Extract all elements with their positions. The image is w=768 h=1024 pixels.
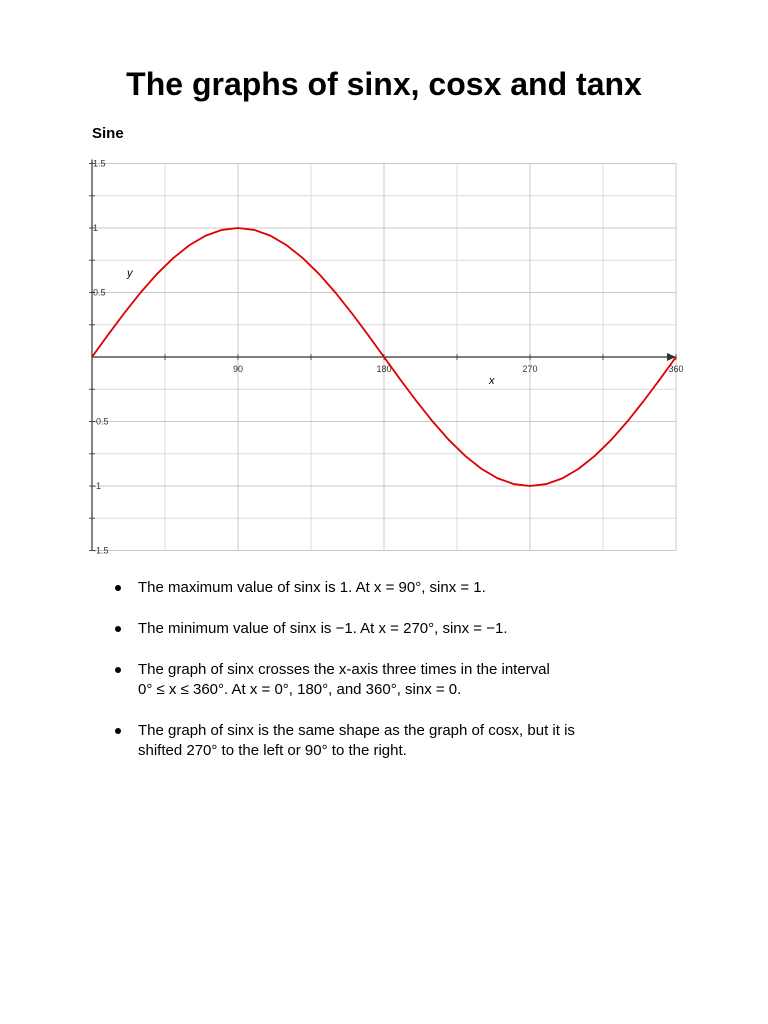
bullet-item: The graph of sinx crosses the x-axis thr…	[0, 660, 768, 700]
x-tick-label: 90	[233, 364, 243, 374]
bullet-item: The maximum value of sinx is 1. At x = 9…	[0, 578, 768, 598]
y-tick-label: 0.5	[93, 288, 106, 298]
y-tick-label: 1	[93, 223, 98, 233]
sine-curve	[91, 227, 677, 487]
title: The graphs of sinx, cosx and tanx	[126, 66, 642, 102]
y-tick-label: -1.5	[93, 546, 109, 556]
x-tick-label: 360	[668, 364, 683, 374]
x-tick-label: 270	[522, 364, 537, 374]
chart: 90 180 270 360 1.5 1 0.5 -0.5 -1 -1.5 x y	[89, 159, 684, 556]
bullet-text: The graph of sinx is the same shape as t…	[138, 722, 575, 739]
y-tick-label: -0.5	[93, 417, 109, 427]
bullet-item: The minimum value of sinx is −1. At x = …	[0, 619, 768, 639]
y-axis-label: y	[126, 268, 134, 280]
bullet-list: The maximum value of sinx is 1. At x = 9…	[0, 578, 768, 782]
x-tick-label: 180	[376, 364, 391, 374]
bullet-text: The graph of sinx crosses the x-axis thr…	[138, 661, 550, 678]
x-axis-arrow	[667, 353, 676, 361]
bullet-text: 0° ≤ x ≤ 360°. At x = 0°, 180°, and 360°…	[138, 681, 462, 698]
y-tick-label: -1	[93, 481, 101, 491]
bullet-text: The maximum value of sinx is 1. At x = 9…	[138, 579, 486, 596]
x-axis-label: x	[488, 375, 495, 387]
bullet-item: The graph of sinx is the same shape as t…	[0, 721, 768, 761]
y-tick-label: 1.5	[93, 159, 106, 169]
section-heading: Sine	[92, 125, 124, 142]
bullet-text: The minimum value of sinx is −1. At x = …	[138, 620, 508, 637]
bullet-text: shifted 270° to the left or 90° to the r…	[138, 742, 407, 759]
